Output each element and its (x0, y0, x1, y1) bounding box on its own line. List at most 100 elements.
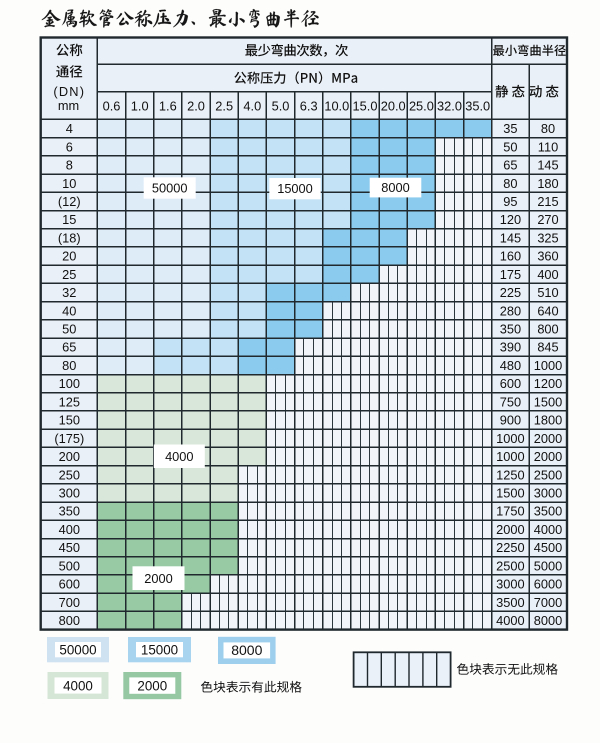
svg-text:5000: 5000 (534, 558, 562, 573)
svg-text:8: 8 (66, 158, 73, 173)
svg-text:845: 845 (537, 340, 558, 355)
svg-text:150: 150 (59, 413, 80, 428)
svg-text:175: 175 (500, 267, 521, 282)
svg-text:350: 350 (59, 504, 80, 519)
svg-text:4000: 4000 (165, 449, 193, 464)
svg-text:15000: 15000 (277, 181, 313, 196)
svg-text:3500: 3500 (496, 595, 524, 610)
svg-text:80: 80 (541, 121, 555, 136)
svg-text:50: 50 (503, 139, 517, 154)
svg-text:1250: 1250 (496, 467, 524, 482)
svg-text:0.6: 0.6 (103, 99, 121, 114)
svg-text:mm: mm (58, 98, 79, 113)
svg-text:4000: 4000 (496, 613, 524, 628)
svg-text:95: 95 (503, 194, 517, 209)
svg-text:4500: 4500 (534, 540, 562, 555)
svg-text:3000: 3000 (496, 577, 524, 592)
svg-text:2250: 2250 (496, 540, 524, 555)
svg-text:360: 360 (537, 249, 558, 264)
svg-text:1800: 1800 (534, 413, 562, 428)
svg-text:4000: 4000 (534, 522, 562, 537)
svg-text:25: 25 (62, 267, 76, 282)
svg-text:1200: 1200 (534, 376, 562, 391)
svg-text:7000: 7000 (534, 595, 562, 610)
svg-text:270: 270 (537, 212, 558, 227)
svg-text:2.0: 2.0 (187, 99, 205, 114)
svg-text:145: 145 (537, 158, 558, 173)
svg-text:145: 145 (500, 230, 521, 245)
svg-text:125: 125 (59, 394, 80, 409)
svg-text:480: 480 (500, 358, 521, 373)
svg-text:6000: 6000 (534, 577, 562, 592)
svg-text:32: 32 (62, 285, 76, 300)
svg-text:65: 65 (62, 340, 76, 355)
svg-text:(DN): (DN) (53, 84, 85, 99)
svg-text:2000: 2000 (144, 571, 172, 586)
svg-text:160: 160 (500, 249, 521, 264)
svg-text:20.0: 20.0 (381, 99, 406, 114)
svg-text:750: 750 (500, 394, 521, 409)
svg-text:1.0: 1.0 (131, 99, 149, 114)
svg-text:215: 215 (537, 194, 558, 209)
svg-text:(175): (175) (54, 431, 84, 446)
svg-text:2000: 2000 (496, 522, 524, 537)
svg-text:20: 20 (62, 249, 76, 264)
svg-text:180: 180 (537, 176, 558, 191)
svg-text:225: 225 (500, 285, 521, 300)
svg-text:3000: 3000 (534, 486, 562, 501)
svg-text:450: 450 (59, 540, 80, 555)
svg-text:700: 700 (59, 595, 80, 610)
svg-text:10: 10 (62, 176, 76, 191)
svg-text:120: 120 (500, 212, 521, 227)
svg-text:250: 250 (59, 467, 80, 482)
svg-text:35: 35 (503, 121, 517, 136)
svg-text:32.0: 32.0 (437, 99, 462, 114)
svg-text:200: 200 (59, 449, 80, 464)
svg-text:800: 800 (59, 613, 80, 628)
svg-text:50: 50 (62, 322, 76, 337)
svg-text:8000: 8000 (534, 613, 562, 628)
svg-text:500: 500 (59, 558, 80, 573)
svg-text:15: 15 (62, 212, 76, 227)
svg-text:2.5: 2.5 (215, 99, 233, 114)
svg-text:900: 900 (500, 413, 521, 428)
svg-text:1000: 1000 (496, 431, 524, 446)
svg-text:640: 640 (537, 303, 558, 318)
svg-text:8000: 8000 (231, 642, 262, 658)
svg-text:6: 6 (66, 139, 73, 154)
svg-text:1.6: 1.6 (159, 99, 177, 114)
svg-text:50000: 50000 (59, 642, 96, 657)
svg-text:50000: 50000 (152, 181, 188, 196)
svg-text:80: 80 (62, 358, 76, 373)
svg-text:35.0: 35.0 (465, 99, 490, 114)
svg-text:(12): (12) (58, 194, 81, 209)
svg-text:280: 280 (500, 303, 521, 318)
svg-text:350: 350 (500, 322, 521, 337)
svg-text:4: 4 (66, 121, 73, 136)
svg-text:1000: 1000 (496, 449, 524, 464)
svg-text:325: 325 (537, 230, 558, 245)
svg-text:400: 400 (537, 267, 558, 282)
svg-text:110: 110 (538, 139, 558, 154)
svg-text:65: 65 (503, 158, 517, 173)
svg-text:2500: 2500 (534, 467, 562, 482)
svg-text:1000: 1000 (534, 358, 562, 373)
svg-text:(18): (18) (58, 230, 81, 245)
svg-text:2500: 2500 (496, 558, 524, 573)
svg-text:80: 80 (503, 176, 517, 191)
svg-text:4.0: 4.0 (243, 99, 261, 114)
svg-text:300: 300 (59, 486, 80, 501)
svg-text:2000: 2000 (534, 449, 562, 464)
svg-text:800: 800 (537, 322, 558, 337)
svg-text:2000: 2000 (534, 431, 562, 446)
svg-text:25.0: 25.0 (409, 99, 434, 114)
svg-text:4000: 4000 (63, 678, 93, 693)
svg-text:1500: 1500 (496, 486, 524, 501)
svg-text:6.3: 6.3 (300, 99, 318, 114)
svg-text:40: 40 (62, 303, 76, 318)
svg-text:15000: 15000 (141, 642, 178, 657)
svg-text:390: 390 (500, 340, 521, 355)
svg-text:510: 510 (537, 285, 558, 300)
svg-text:400: 400 (59, 522, 80, 537)
svg-text:600: 600 (500, 376, 521, 391)
